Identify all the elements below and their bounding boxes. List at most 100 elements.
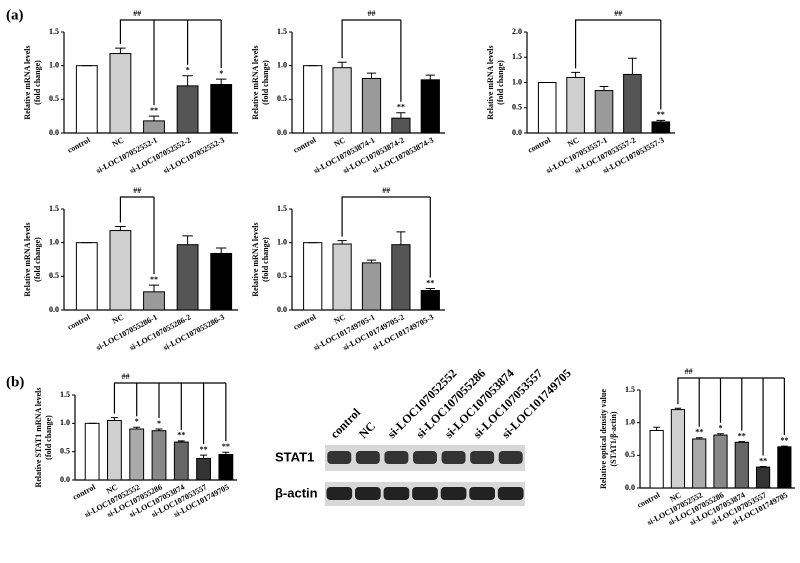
error-bar xyxy=(366,259,377,263)
error-bar xyxy=(115,226,126,231)
y-axis-label: Relative mRNA levels xyxy=(23,222,32,296)
blot-band xyxy=(355,451,380,464)
error-bar xyxy=(781,445,788,447)
blot-band xyxy=(440,487,467,500)
blot-band xyxy=(469,487,495,500)
bar xyxy=(594,90,614,134)
error-bar xyxy=(425,74,435,80)
blot-band xyxy=(326,487,353,500)
comparison-label: ## xyxy=(122,372,130,381)
blot-row-label: STAT1 xyxy=(275,449,314,464)
error-bar xyxy=(177,440,185,443)
y-tick-label: 0.5 xyxy=(277,94,287,103)
bar xyxy=(107,420,122,481)
bar xyxy=(151,430,167,481)
error-bar xyxy=(133,426,141,429)
error-bar xyxy=(396,112,406,119)
y-tick-label: 0.0 xyxy=(49,128,59,137)
x-tick-label: NC xyxy=(332,135,347,148)
error-bar xyxy=(155,428,163,431)
blot-band xyxy=(355,487,381,500)
bar xyxy=(713,434,728,489)
y-tick-label: 1.5 xyxy=(49,204,59,213)
x-tick-label: NC xyxy=(111,135,126,148)
significance-label: ** xyxy=(657,110,665,119)
bar xyxy=(196,457,211,481)
bar xyxy=(210,84,233,134)
x-tick-label: NC xyxy=(332,312,347,325)
error-bar xyxy=(759,465,767,468)
x-tick-label: NC xyxy=(566,135,581,148)
significance-label: ** xyxy=(759,456,767,465)
significance-label: ** xyxy=(150,275,158,284)
bar xyxy=(420,289,440,311)
bar xyxy=(218,454,234,481)
significance-label: * xyxy=(186,66,190,75)
bar xyxy=(670,409,686,489)
comparison-label: ## xyxy=(133,186,141,195)
y-axis-label: Relative STAT1 mRNA levels xyxy=(34,388,43,488)
x-tick-label: si-LOC107052552-3 xyxy=(162,135,226,175)
error-bar xyxy=(148,115,160,121)
comparison-bracket xyxy=(341,196,431,278)
significance-label: ** xyxy=(200,445,208,454)
bar xyxy=(391,244,411,311)
comparison-label: ## xyxy=(382,186,390,195)
blot-band xyxy=(327,451,352,464)
bar xyxy=(623,73,642,134)
error-bar xyxy=(337,240,347,245)
blot-band xyxy=(413,451,437,464)
x-tick-label: si-LOC107055286-3 xyxy=(162,312,226,352)
blot-band xyxy=(470,451,495,464)
error-bar xyxy=(717,433,724,436)
x-tick-label: control xyxy=(66,312,92,332)
y-axis-label: (fold change) xyxy=(33,60,42,105)
y-axis-label: (STAT1/β-actin) xyxy=(609,411,618,466)
bar xyxy=(649,430,664,489)
error-bar xyxy=(599,86,609,91)
y-tick-label: 0.0 xyxy=(625,483,635,492)
lane-label: NC xyxy=(356,419,378,441)
blot-band xyxy=(383,487,410,500)
bar xyxy=(692,438,707,489)
y-tick-label: 1.0 xyxy=(49,237,59,246)
blot-band xyxy=(412,487,438,500)
comparison-bracket xyxy=(119,196,155,275)
y-axis-label: (fold change) xyxy=(496,60,505,105)
blot-band xyxy=(384,451,409,464)
y-tick-label: 1.0 xyxy=(49,60,59,69)
error-bar xyxy=(396,231,406,245)
error-bar xyxy=(115,47,126,54)
x-tick-label: control xyxy=(71,482,97,502)
bar xyxy=(143,120,165,134)
y-tick-label: 0.5 xyxy=(49,94,59,103)
error-bar xyxy=(674,407,682,410)
y-tick-label: 2.0 xyxy=(512,27,522,36)
y-tick-label: 0.5 xyxy=(60,446,70,455)
y-axis-label: Relative optical density value xyxy=(599,389,608,489)
error-bar xyxy=(337,61,347,68)
error-bar xyxy=(653,426,660,431)
bar xyxy=(109,230,132,311)
bar xyxy=(566,76,585,134)
significance-label: ** xyxy=(426,278,434,287)
lane-label: control xyxy=(327,405,363,441)
comparison-bracket xyxy=(677,377,785,456)
error-bar xyxy=(215,78,227,85)
error-bar xyxy=(695,437,703,439)
bar xyxy=(755,466,771,489)
y-tick-label: 1.5 xyxy=(277,27,287,36)
panel-label: (a) xyxy=(6,7,24,23)
y-tick-label: 1.5 xyxy=(60,390,70,399)
y-axis-label: (fold change) xyxy=(33,237,42,282)
y-axis-label: Relative mRNA levels xyxy=(486,45,495,119)
blot-band xyxy=(498,451,523,464)
y-axis-label: Relative mRNA levels xyxy=(251,222,260,296)
x-tick-label: control xyxy=(66,135,92,155)
y-tick-label: 0.0 xyxy=(512,128,522,137)
error-bar xyxy=(148,284,160,292)
comparison-bracket xyxy=(113,382,227,445)
x-tick-label: control xyxy=(636,490,662,510)
bar xyxy=(303,65,323,134)
